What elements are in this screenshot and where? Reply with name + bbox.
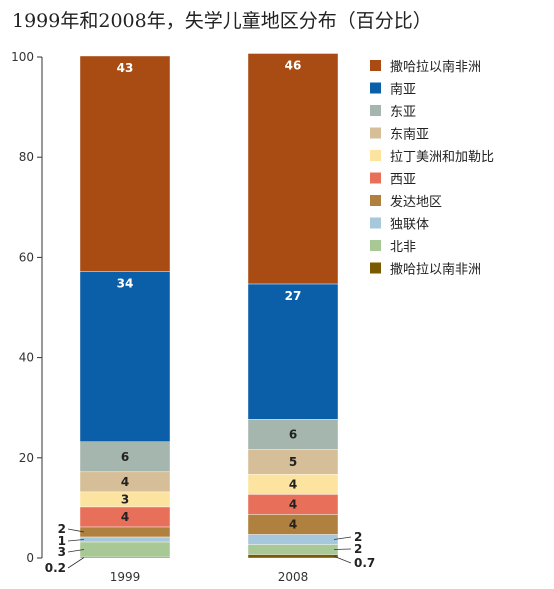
legend-swatch [370, 262, 381, 274]
bar-segment [247, 544, 339, 555]
data-label: 6 [121, 450, 129, 464]
y-tick-label: 40 [19, 351, 34, 365]
y-tick-label: 0 [26, 551, 34, 565]
bar-segment [79, 536, 171, 543]
legend-swatch [370, 82, 381, 94]
bar-segment [79, 271, 171, 442]
data-label: 4 [289, 477, 297, 491]
data-label: 4 [289, 497, 297, 511]
bar-segment [247, 419, 339, 450]
legend-label: 独联体 [390, 218, 429, 233]
data-label: 4 [121, 475, 129, 489]
legend-label: 撒哈拉以南非洲 [390, 59, 481, 75]
data-label: 2 [354, 542, 362, 556]
legend-swatch [370, 105, 381, 116]
legend-label: 拉丁美洲和加勒比 [390, 150, 494, 165]
legend-label: 东南亚 [390, 127, 429, 143]
y-tick-label: 20 [19, 451, 34, 465]
data-label: 4 [289, 517, 297, 531]
legend-swatch [370, 195, 381, 206]
data-label: 0.7 [354, 556, 375, 570]
data-label: 46 [285, 58, 302, 72]
legend-swatch [370, 150, 381, 161]
bar-segment [247, 449, 339, 475]
data-label: 3 [58, 545, 66, 559]
data-label: 2 [354, 530, 362, 544]
bar-segment [247, 53, 339, 285]
legend-label: 发达地区 [390, 194, 442, 210]
leader-line [67, 549, 85, 553]
legend-swatch [370, 172, 381, 184]
leader-line [67, 557, 85, 569]
bar-segment [247, 554, 339, 559]
x-category-label: 2008 [278, 570, 309, 584]
bar-segment [79, 55, 171, 272]
leader-line [333, 536, 352, 540]
legend-label: 东亚 [390, 105, 416, 120]
data-label: 2 [58, 522, 66, 536]
legend-swatch [370, 127, 381, 139]
legend-label: 南亚 [390, 82, 416, 98]
data-label: 0.2 [45, 561, 66, 575]
legend-swatch [370, 60, 381, 71]
chart-title: 1999年和2008年，失学儿童地区分布（百分比） [12, 10, 432, 32]
data-label: 3 [121, 492, 129, 506]
x-category-label: 1999 [110, 570, 141, 584]
data-label: 5 [289, 455, 297, 469]
legend-label: 西亚 [390, 173, 416, 188]
leader-line [67, 539, 85, 542]
leader-line [333, 555, 352, 564]
data-label: 43 [117, 61, 134, 75]
legend-label: 北非 [390, 240, 416, 255]
y-tick-label: 60 [19, 250, 34, 264]
data-label: 34 [117, 276, 134, 290]
legend-swatch [370, 217, 381, 229]
y-tick-label: 80 [19, 150, 34, 164]
leader-line [67, 528, 85, 533]
data-label: 6 [289, 427, 297, 441]
bar-segment [79, 541, 171, 558]
data-label: 27 [285, 289, 302, 303]
bar-segment [247, 534, 339, 545]
data-label: 4 [121, 510, 129, 524]
bar-segment [247, 283, 339, 420]
bar-segment [79, 526, 171, 538]
legend-swatch [370, 240, 381, 251]
data-label: 1 [58, 534, 66, 548]
legend-label: 撒哈拉以南非洲 [390, 262, 481, 278]
y-tick-label: 100 [11, 50, 34, 64]
